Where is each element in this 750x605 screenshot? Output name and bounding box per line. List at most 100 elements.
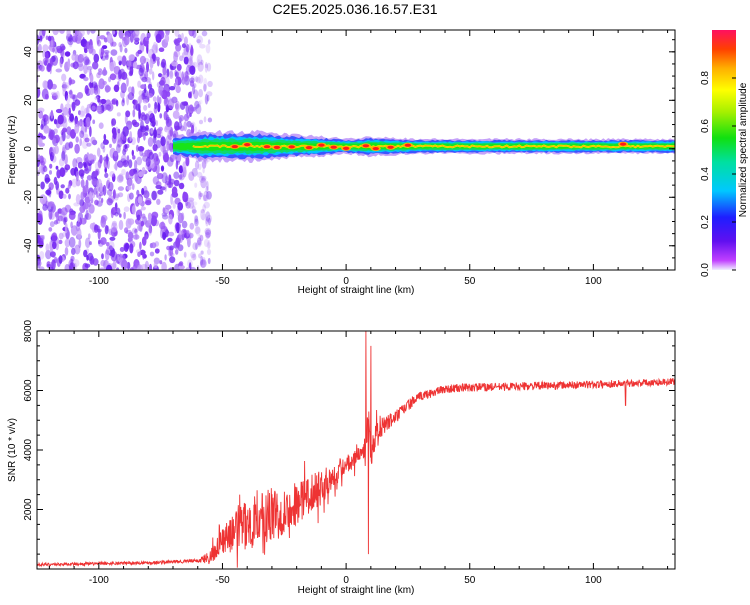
noise-cell: [200, 59, 204, 66]
noise-cell: [176, 222, 180, 234]
noise-cell: [51, 91, 58, 96]
noise-cell: [75, 194, 81, 205]
snr-xtick-label: 100: [585, 575, 602, 586]
noise-cell: [46, 62, 52, 72]
spectrogram-ytick-label: -20: [23, 190, 34, 205]
noise-cell: [59, 136, 63, 146]
noise-cell: [109, 73, 117, 81]
noise-cell: [155, 120, 158, 127]
noise-cell: [185, 201, 191, 209]
noise-cell: [66, 94, 71, 104]
colorbar-tick-label: 0.2: [700, 215, 711, 229]
noise-cell: [83, 56, 90, 66]
noise-cell: [167, 237, 173, 242]
noise-cell: [147, 226, 153, 236]
noise-cell: [109, 61, 115, 72]
noise-cell: [199, 192, 204, 198]
noise-cell: [68, 90, 73, 95]
noise-cell: [199, 234, 204, 242]
noise-cell: [42, 235, 45, 240]
noise-cell: [90, 30, 96, 34]
noise-cell: [178, 165, 184, 174]
noise-cell: [155, 56, 160, 61]
noise-cell: [166, 140, 170, 152]
noise-cell: [164, 254, 167, 261]
noise-cell: [108, 181, 114, 192]
noise-cell: [168, 231, 175, 237]
noise-cell: [49, 151, 54, 162]
noise-cell: [51, 259, 56, 270]
noise-cell: [82, 36, 85, 45]
noise-cell: [98, 192, 104, 197]
noise-cell: [198, 234, 202, 240]
spectrogram-ylabel: Frequency (Hz): [7, 116, 18, 185]
noise-cell: [98, 239, 101, 245]
noise-cell: [175, 249, 179, 255]
noise-cell: [47, 201, 55, 207]
noise-cell: [84, 196, 91, 204]
colorbar-tick-label: 0.4: [700, 167, 711, 181]
noise-cell: [183, 113, 189, 122]
noise-cell: [83, 76, 89, 82]
colorbar-tick-label: 0.0: [700, 263, 711, 277]
noise-cell: [141, 187, 145, 196]
noise-cell: [89, 191, 93, 201]
noise-cell: [173, 171, 180, 179]
snr-ytick-label: 6000: [23, 379, 34, 402]
noise-cell: [163, 97, 169, 107]
noise-cell: [181, 234, 185, 241]
noise-cell: [133, 99, 138, 106]
noise-cell: [57, 114, 64, 125]
noise-cell: [55, 108, 63, 114]
noise-cell: [151, 190, 157, 201]
noise-cell: [201, 176, 204, 181]
noise-cell: [160, 136, 166, 147]
noise-cell: [42, 166, 48, 173]
noise-cell: [147, 110, 154, 119]
noise-cell: [152, 71, 155, 81]
noise-cell: [55, 181, 60, 191]
noise-cell: [196, 39, 201, 44]
noise-cell: [79, 205, 86, 213]
noise-cell: [71, 101, 76, 112]
noise-cell: [198, 74, 204, 84]
noise-cell: [43, 125, 50, 134]
noise-cell: [138, 209, 143, 214]
noise-cell: [62, 84, 66, 89]
noise-cell: [207, 239, 211, 249]
noise-cell: [133, 168, 140, 174]
noise-cell: [174, 121, 180, 131]
noise-cell: [199, 99, 203, 105]
noise-cell: [198, 191, 202, 200]
noise-cell: [88, 87, 94, 95]
noise-cell: [64, 222, 68, 234]
spectrogram-image: [37, 30, 675, 270]
noise-cell: [186, 120, 192, 128]
noise-cell: [55, 68, 63, 73]
noise-cell: [77, 30, 81, 36]
noise-cell: [111, 127, 117, 135]
noise-cell: [84, 263, 91, 268]
noise-cell: [203, 83, 207, 92]
noise-cell: [105, 104, 112, 111]
noise-cell: [69, 89, 73, 99]
noise-cell: [155, 43, 159, 54]
noise-cell: [119, 247, 125, 252]
noise-cell: [126, 177, 133, 187]
noise-cell: [84, 137, 90, 143]
noise-cell: [195, 76, 199, 83]
noise-cell: [118, 69, 122, 80]
snr-line: [37, 331, 675, 568]
noise-cell: [81, 121, 85, 127]
noise-cell: [49, 163, 53, 169]
noise-cell: [121, 55, 127, 67]
noise-cell: [87, 153, 95, 161]
noise-cell: [188, 171, 195, 181]
noise-cell: [205, 231, 211, 240]
figure-title: C2E5.2025.036.16.57.E31: [272, 1, 437, 17]
noise-cell: [169, 86, 176, 91]
snr-xtick-label: 50: [464, 575, 476, 586]
noise-cell: [79, 110, 86, 118]
noise-cell: [196, 35, 203, 45]
noise-cell: [194, 215, 199, 222]
